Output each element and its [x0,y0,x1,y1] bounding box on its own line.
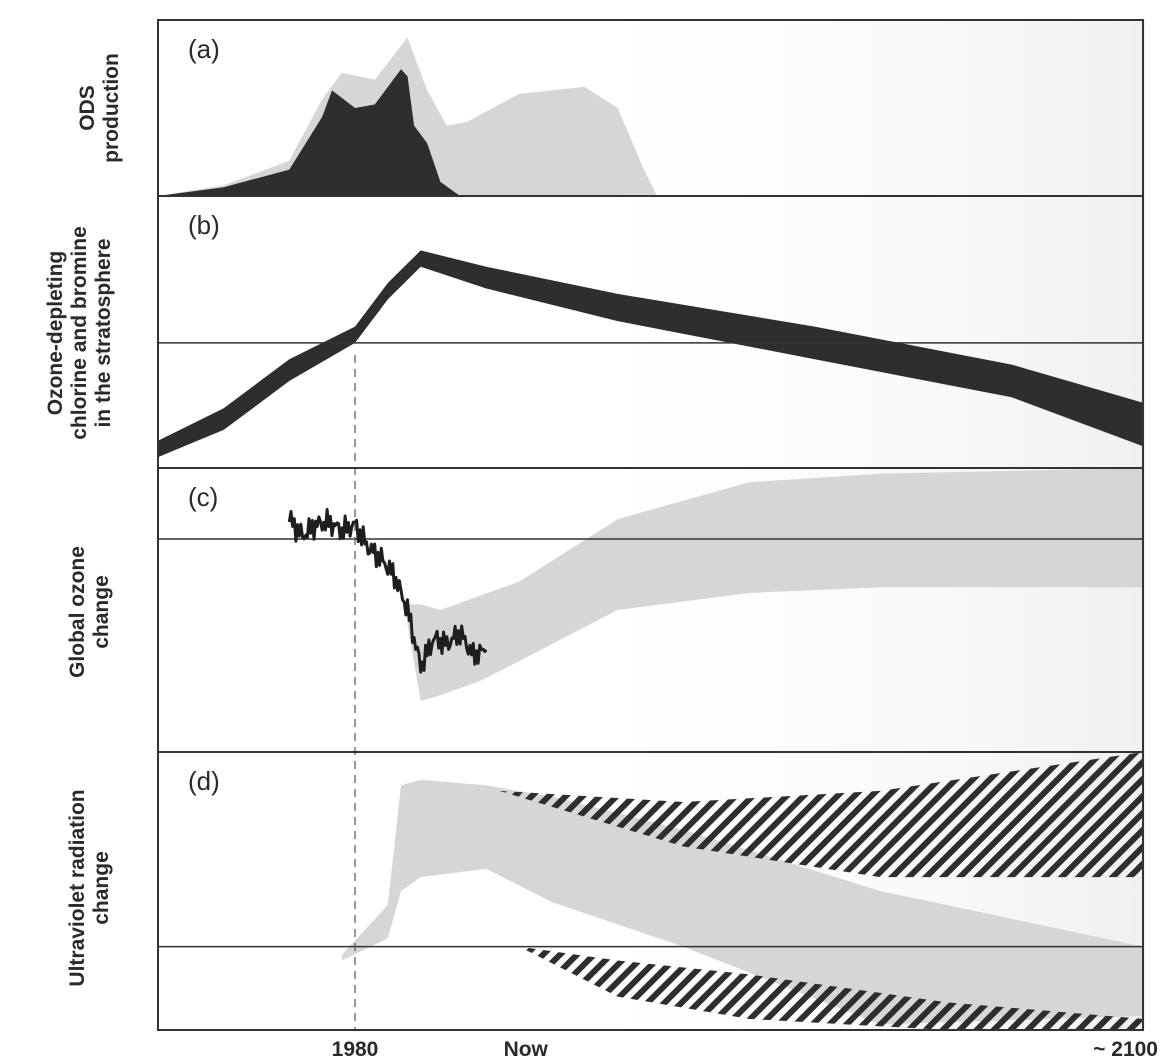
panel-1: (a) [158,34,658,196]
panel-frame-4 [157,751,1144,1031]
hatch-upper [499,752,1143,878]
ylabel-d: Ultraviolet radiation change [66,789,113,987]
panel-frames [157,19,1144,1031]
band-4 [341,779,1143,1025]
panel-2: (b) [158,210,1143,458]
observed-ozone-line [287,508,488,674]
panels: (a) (b) (c) (d) [158,34,1143,1030]
x-tick-label-1: 1980 [332,1038,379,1061]
band-2 [158,250,1143,458]
x-axis-ticks: 1980 Now ~ 2100 [332,1038,1158,1061]
ylabel-c: Global ozone change [66,546,113,678]
series-area-2 [158,69,461,196]
panel-3: (c) [158,468,1143,701]
x-tick-label-3: ~ 2100 [1093,1038,1158,1061]
panel-4: (d) [158,752,1143,1030]
hatch-lower [519,946,1143,1030]
panel-tag-2: (b) [188,210,220,240]
panel-tag-4: (d) [188,766,220,796]
ylabel-b: Ozone-depleting chlorine and bromine in … [44,226,115,440]
band-3 [407,468,1143,701]
x-tick-label-2: Now [504,1038,549,1061]
panel-tag-1: (a) [188,34,220,64]
ylabel-a: ODS production [76,53,123,163]
panel-tag-3: (c) [188,482,218,512]
